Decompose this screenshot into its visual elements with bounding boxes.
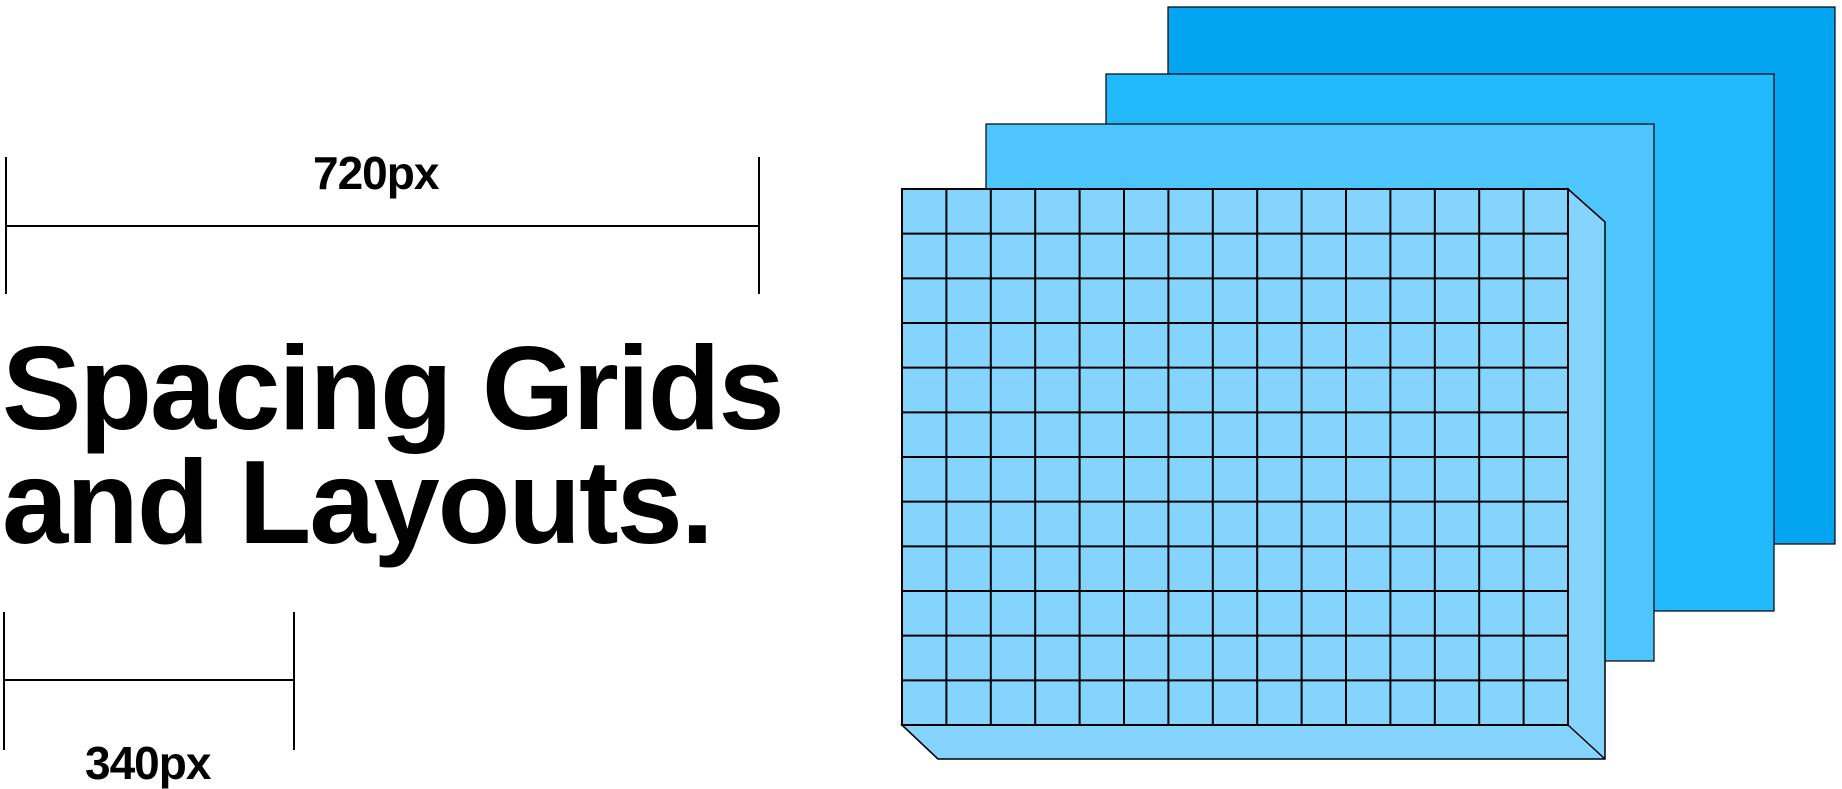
title-line-2: and Layouts.: [2, 436, 714, 569]
dimension-line-340: [3, 612, 295, 750]
page-title: Spacing Grids and Layouts.: [2, 322, 785, 569]
width-label-720: 720px: [313, 147, 439, 199]
bevel-edge-left: [901, 724, 939, 760]
dimension-line-720: [5, 157, 760, 294]
width-label-340: 340px: [85, 737, 211, 789]
title-line-1: Spacing Grids: [2, 322, 785, 455]
bevel-edge-top: [1567, 188, 1606, 223]
grid-lines: [902, 189, 1568, 725]
bevel-edge-right: [1567, 724, 1606, 760]
